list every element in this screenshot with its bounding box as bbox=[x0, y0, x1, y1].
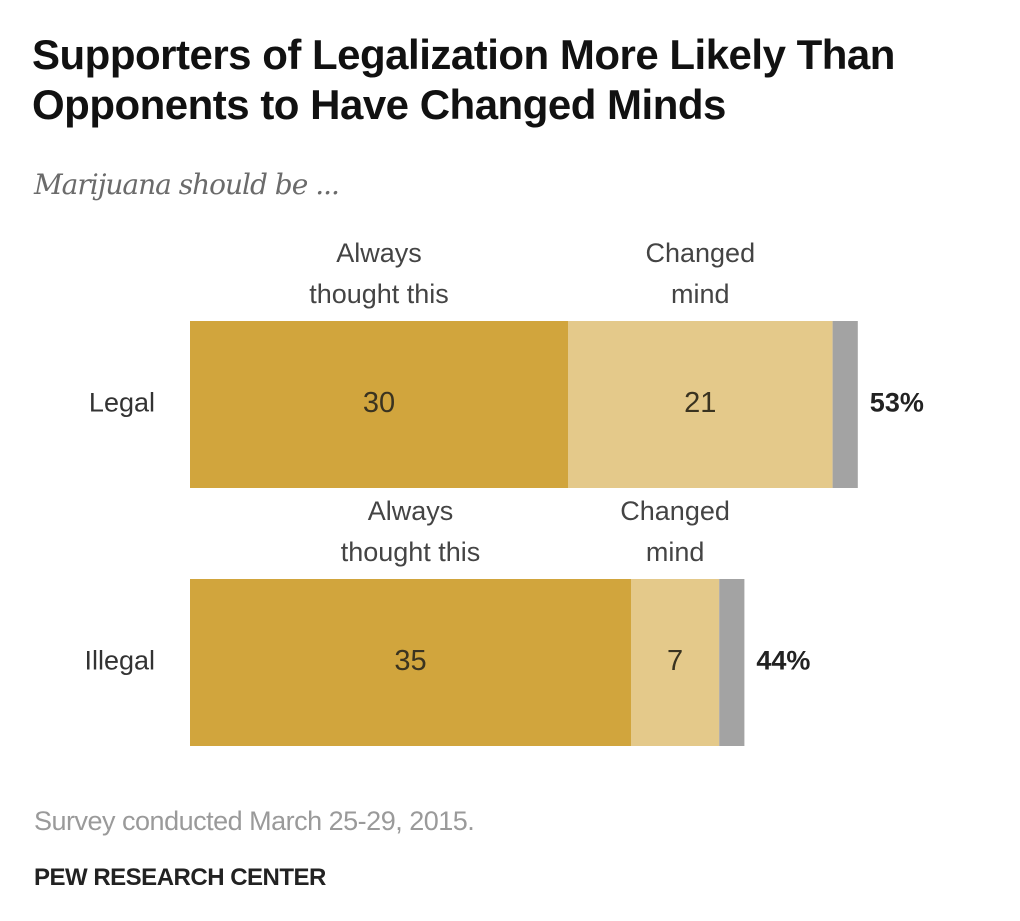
segment-value-label: 21 bbox=[684, 387, 716, 419]
series-header-label: thought this bbox=[309, 279, 449, 309]
series-header-label: mind bbox=[671, 279, 730, 309]
bar-segment-illegal-changed-mind bbox=[631, 579, 720, 746]
series-header-label: Always bbox=[368, 496, 454, 526]
series-header-label: thought this bbox=[341, 537, 481, 567]
segment-value-label: 30 bbox=[363, 387, 395, 419]
series-header-label: mind bbox=[646, 537, 705, 567]
bar-segment-illegal-unspecified bbox=[719, 579, 745, 746]
segment-value-label: 7 bbox=[667, 645, 683, 677]
source-credit: PEW RESEARCH CENTER bbox=[34, 864, 326, 891]
bar-segment-legal-always-thought-this bbox=[190, 321, 568, 488]
category-label-illegal: Illegal bbox=[84, 646, 155, 676]
bar-segment-legal-unspecified bbox=[832, 321, 858, 488]
total-label-legal: 53% bbox=[870, 388, 924, 418]
total-label-illegal: 44% bbox=[756, 646, 810, 676]
series-header-label: Always bbox=[336, 238, 422, 268]
chart-title-text: Supporters of Legalization More Likely T… bbox=[32, 31, 895, 128]
bar-segment-legal-changed-mind bbox=[568, 321, 833, 488]
chart-title: Supporters of Legalization More Likely T… bbox=[32, 30, 1020, 130]
bar-segment-illegal-always-thought-this bbox=[190, 579, 631, 746]
survey-note: Survey conducted March 25-29, 2015. bbox=[34, 806, 475, 836]
category-label-legal: Legal bbox=[89, 388, 155, 418]
segment-value-label: 35 bbox=[394, 645, 426, 677]
series-header-label: Changed bbox=[645, 238, 755, 268]
chart-subtitle: Marijuana should be ... bbox=[34, 168, 340, 201]
series-header-label: Changed bbox=[620, 496, 730, 526]
